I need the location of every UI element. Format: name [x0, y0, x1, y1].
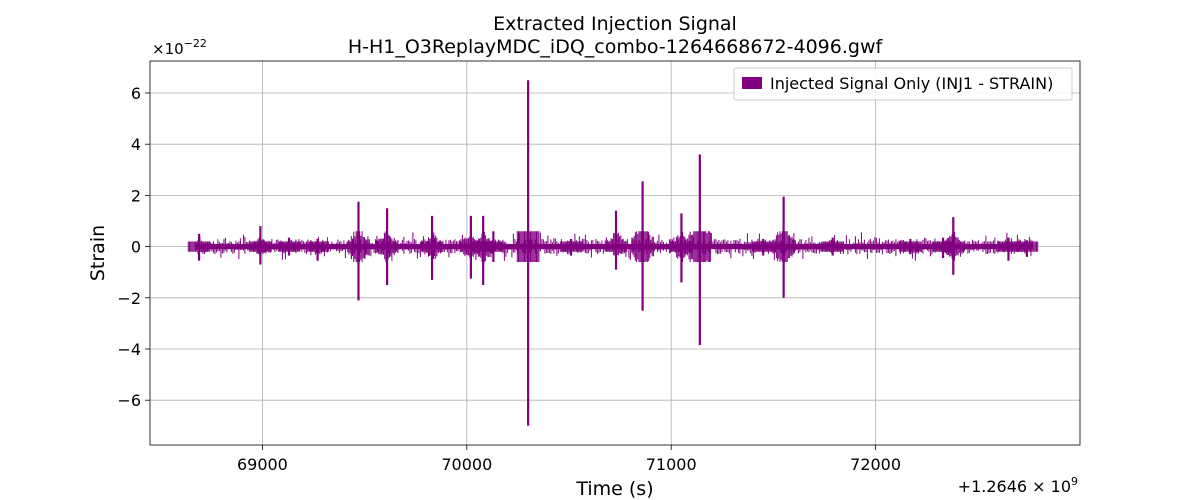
legend: Injected Signal Only (INJ1 - STRAIN) [733, 67, 1073, 101]
signal-burst-cluster [375, 231, 399, 262]
x-axis-label: Time (s) [575, 478, 653, 500]
signal-burst-cluster [942, 232, 965, 261]
signal-burst [688, 154, 712, 346]
signal-burst [997, 237, 1020, 261]
signal-burst [1015, 240, 1039, 257]
signal-burst [277, 237, 301, 256]
y-multiplier-label: ×10−22 [152, 37, 207, 58]
ticks: 69000 70000 71000 72000 −6 −4 −2 0 2 4 6 [117, 84, 901, 474]
signal-burst [375, 208, 399, 285]
chart-title-line1: Extracted Injection Signal [493, 13, 737, 35]
plot-area [187, 80, 1039, 426]
y-tick-label: 2 [131, 186, 141, 205]
y-tick-label: 4 [131, 135, 141, 154]
signal-burst [482, 231, 505, 262]
legend-label: Injected Signal Only (INJ1 - STRAIN) [770, 74, 1053, 93]
legend-box [733, 67, 1073, 101]
signal-burst [559, 238, 583, 256]
x-tick-label: 70000 [441, 455, 492, 474]
signal-burst [249, 226, 272, 265]
signal-burst-cluster [559, 241, 583, 252]
signal-burst-cluster [772, 231, 795, 262]
signal-burst [772, 196, 795, 298]
signal-burst [516, 80, 540, 426]
signal-burst-cluster [899, 241, 922, 252]
x-tick-label: 71000 [646, 455, 697, 474]
signal-burst-cluster [277, 241, 301, 252]
signal-burst-cluster [604, 231, 628, 260]
signal-burst [604, 210, 628, 270]
signal-burst [899, 238, 922, 255]
signal-burst-cluster [249, 237, 272, 255]
grid [150, 61, 1080, 445]
signal-burst [306, 238, 329, 261]
signal-burst-cluster [821, 241, 844, 252]
signal-burst [471, 215, 495, 285]
x-offset-label: +1.2646 × 109 [958, 475, 1078, 496]
signal-burst-cluster [347, 231, 370, 262]
axes-frame [149, 60, 1081, 446]
signal-burst [631, 181, 654, 311]
signal-burst-cluster [631, 231, 654, 262]
signal-burst-cluster [688, 231, 712, 262]
x-tick-label: 69000 [237, 455, 288, 474]
y-tick-label: −4 [117, 340, 141, 359]
x-tick-label: 72000 [850, 455, 901, 474]
signal-burst-cluster [420, 235, 444, 259]
y-axis-label: Strain [87, 225, 109, 281]
signal-burst-cluster [471, 231, 495, 262]
signal-burst [931, 237, 955, 259]
legend-swatch [742, 77, 762, 89]
signal-burst-cluster [751, 241, 775, 252]
signal-burst-cluster [1015, 241, 1039, 252]
y-tick-label: 0 [131, 238, 141, 257]
signal-burst [420, 215, 444, 280]
signal-burst [821, 237, 844, 256]
signal-burst-cluster [482, 240, 505, 253]
signal-burst-cluster [187, 239, 211, 254]
y-tick-label: −2 [117, 289, 141, 308]
signal-burst-cluster [931, 241, 955, 253]
signal-burst-cluster [306, 241, 329, 254]
signal-burst [942, 217, 965, 275]
chart-title-line2: H-H1_O3ReplayMDC_iDQ_combo-1264668672-40… [348, 36, 884, 58]
y-tick-label: −6 [117, 391, 141, 410]
signal-burst-cluster [516, 231, 540, 262]
signal-burst [347, 201, 370, 301]
signal-burst [187, 233, 211, 261]
signal-burst [751, 238, 775, 256]
y-tick-label: 6 [131, 84, 141, 103]
